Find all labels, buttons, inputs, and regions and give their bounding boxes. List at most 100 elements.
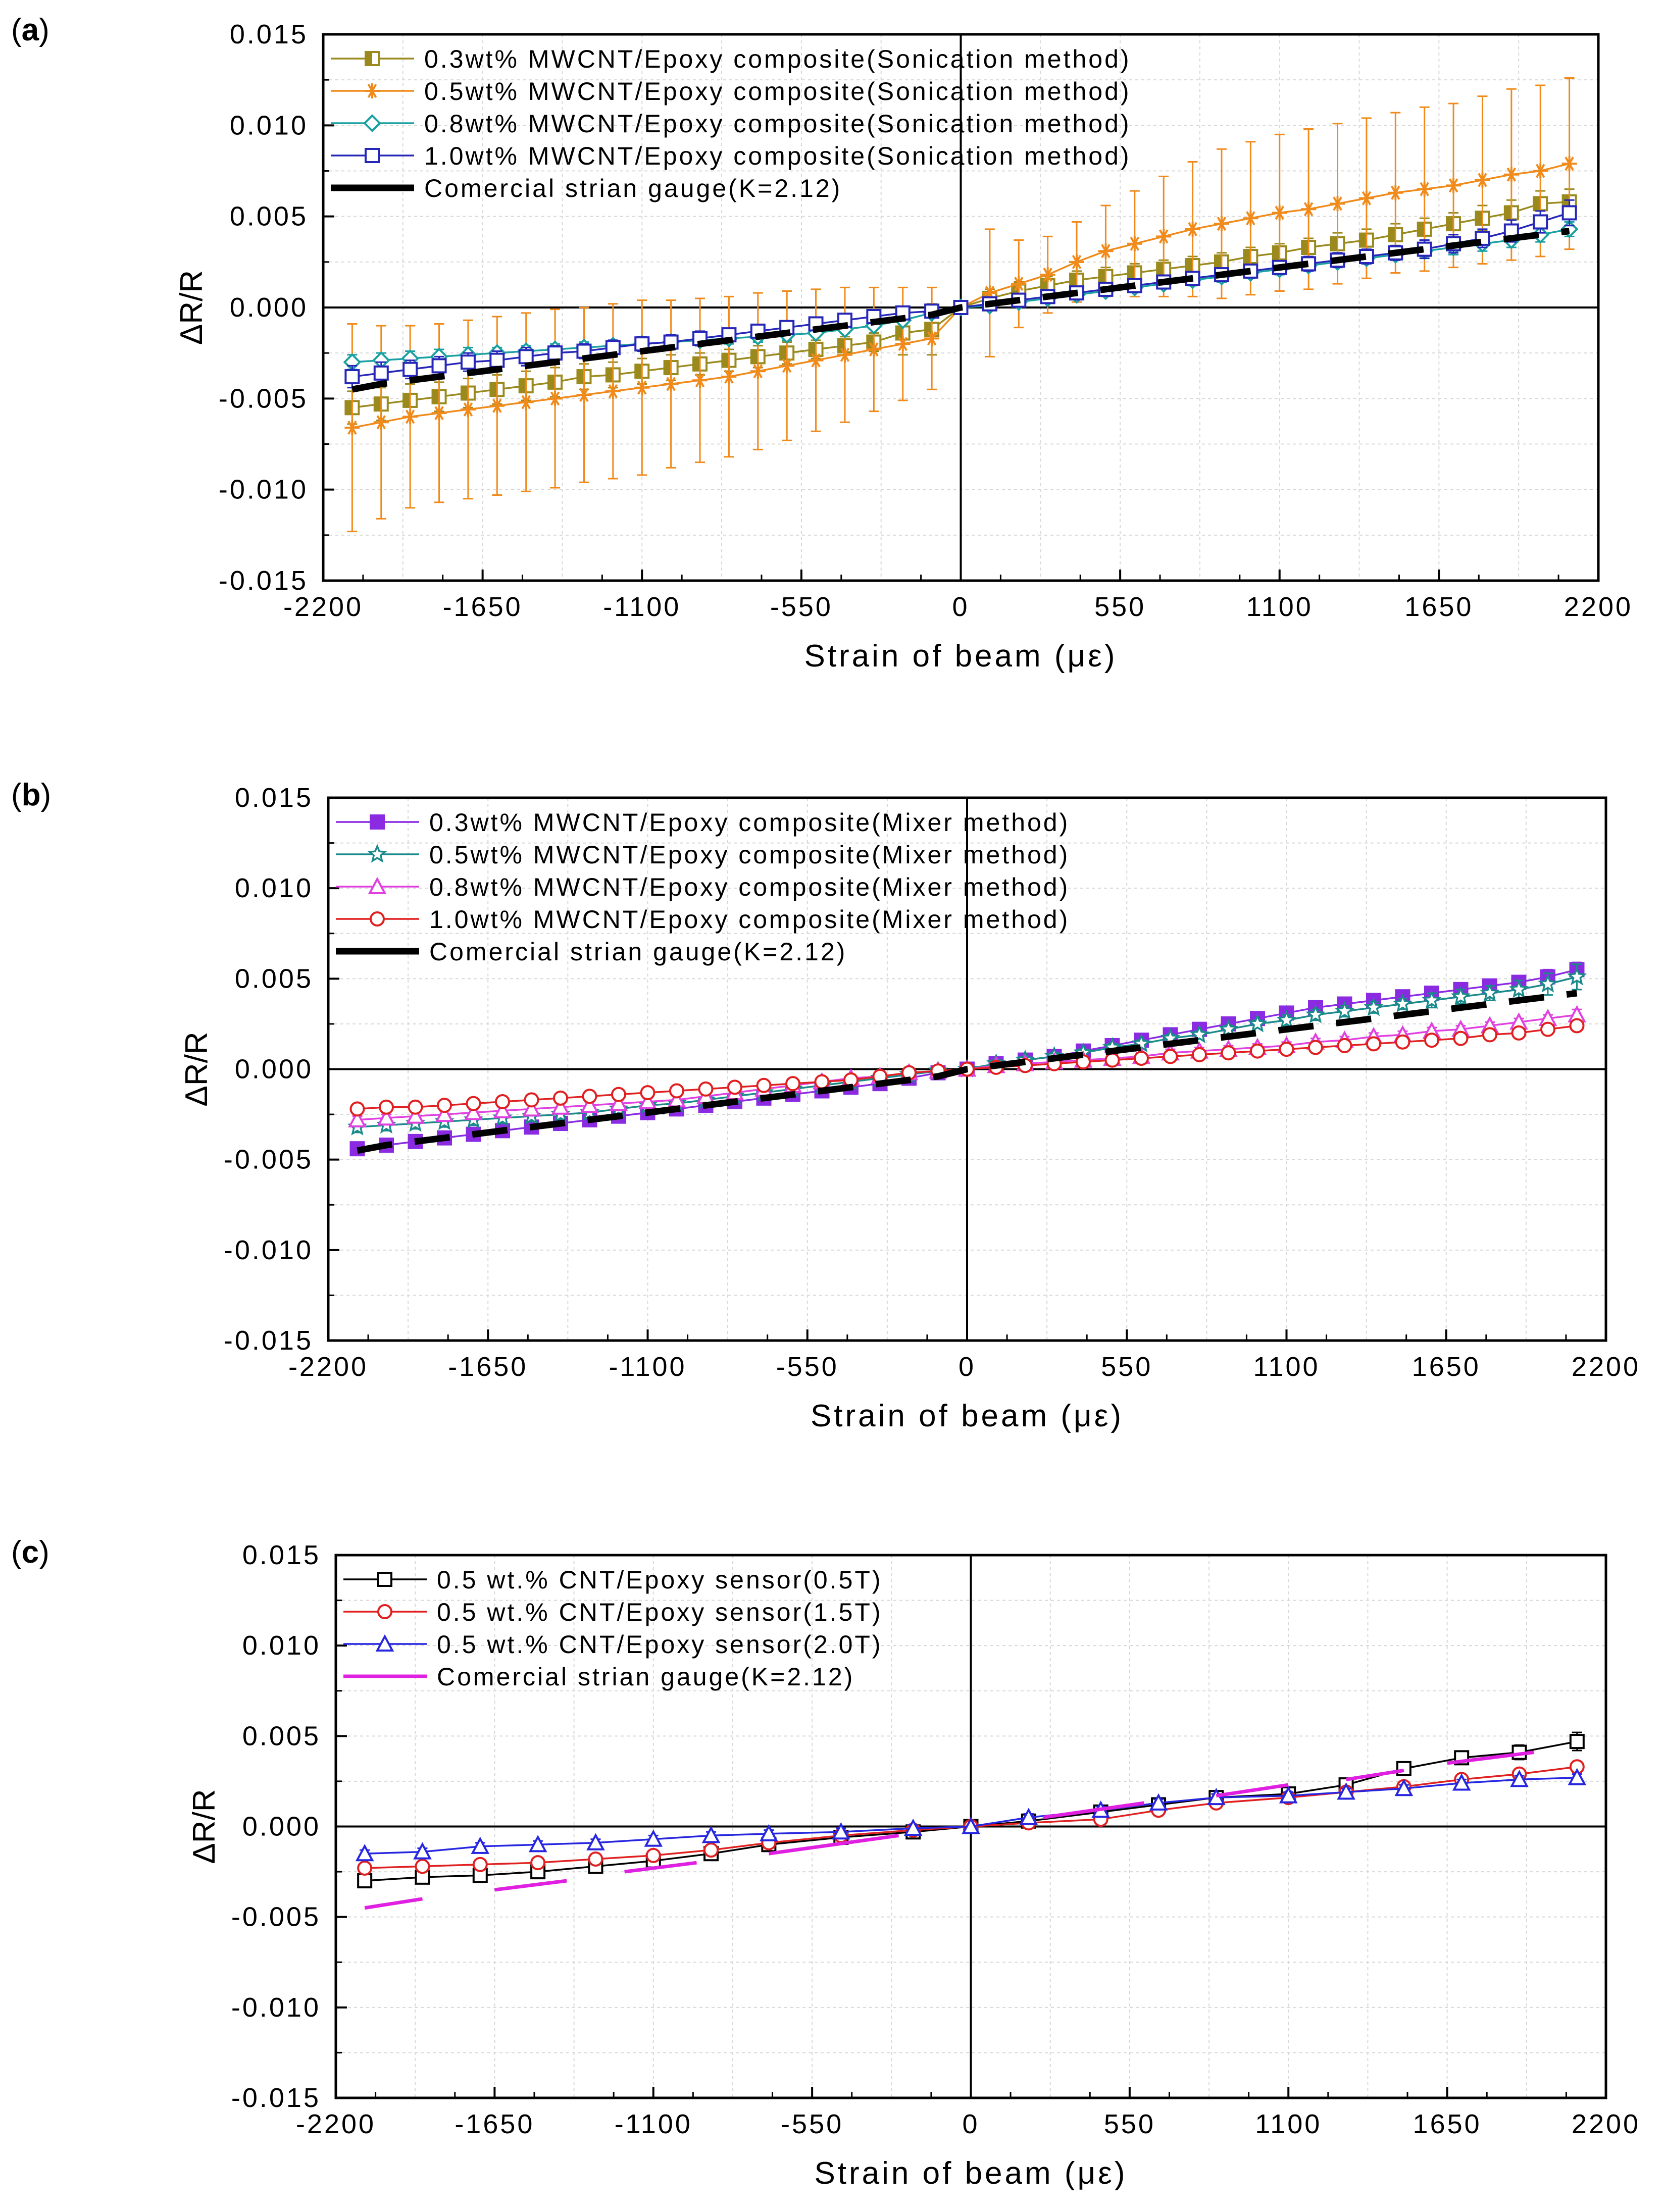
data-point — [460, 401, 476, 417]
y-tick-label: -0.005 — [231, 1902, 321, 1932]
data-point — [530, 1855, 546, 1871]
data-point — [493, 1101, 512, 1118]
legend-marker — [363, 114, 381, 132]
data-point — [663, 376, 679, 392]
data-point — [349, 1101, 365, 1117]
x-tick-label: -550 — [770, 592, 833, 622]
data-point — [355, 1844, 374, 1862]
x-tick-label: 2200 — [1564, 592, 1633, 622]
legend-item: 0.3wt% MWCNT/Epoxy composite(Sonication … — [331, 45, 1131, 73]
data-point — [377, 1108, 396, 1126]
x-tick-label: 1650 — [1404, 592, 1473, 622]
data-point — [471, 1836, 490, 1854]
data-point — [466, 1096, 481, 1111]
legend-item: Comercial strian gauge(K=2.12) — [343, 1663, 852, 1691]
legend: 0.5 wt.% CNT/Epoxy sensor(0.5T) 0.5 wt.% … — [343, 1566, 881, 1691]
x-tick-label: 0 — [959, 1352, 976, 1382]
data-point — [1475, 211, 1490, 226]
data-point — [379, 1099, 394, 1115]
legend-label: 0.3wt% MWCNT/Epoxy composite(Sonication … — [424, 45, 1131, 73]
gauge-segment — [1447, 1751, 1534, 1765]
data-point — [727, 1079, 742, 1095]
data-point — [1568, 1768, 1587, 1785]
data-point — [1366, 1036, 1381, 1052]
data-point — [522, 1099, 541, 1117]
series-3 — [355, 1768, 1587, 1862]
x-tick-label: 1650 — [1412, 1352, 1481, 1382]
legend-item: 0.8wt% MWCNT/Epoxy composite(Sonication … — [331, 110, 1129, 138]
y-tick-label: 0.005 — [230, 201, 308, 232]
y-tick-label: 0.005 — [235, 963, 313, 994]
y-tick-label: 0.000 — [242, 1812, 321, 1842]
x-tick-label: 1100 — [1255, 2109, 1322, 2139]
data-point — [1508, 979, 1529, 998]
data-point — [1308, 1040, 1323, 1055]
panel-label: (a) — [11, 13, 49, 47]
data-point — [640, 1085, 655, 1101]
legend: 0.3wt% MWCNT/Epoxy composite(Mixer metho… — [336, 808, 1070, 966]
data-point — [431, 405, 447, 421]
data-point — [1330, 196, 1345, 212]
x-tick-label: 2200 — [1572, 1352, 1640, 1382]
legend-marker — [370, 911, 385, 927]
y-tick-label: 0.000 — [235, 1054, 313, 1085]
data-point — [1192, 1047, 1207, 1062]
data-point — [518, 394, 534, 410]
legend-label: 0.3wt% MWCNT/Epoxy composite(Mixer metho… — [429, 808, 1070, 837]
data-point — [1392, 993, 1413, 1013]
series-line — [351, 228, 1570, 393]
legend-label: Comercial strian gauge(K=2.12) — [429, 938, 847, 966]
data-point — [357, 1873, 373, 1888]
x-tick-label: -2200 — [288, 1352, 368, 1382]
data-point — [580, 1095, 599, 1113]
data-point — [1218, 1019, 1239, 1038]
legend-label: Comercial strian gauge(K=2.12) — [424, 174, 842, 202]
y-tick-label: 0.010 — [230, 110, 308, 140]
data-point — [1417, 181, 1432, 197]
data-point — [1214, 216, 1229, 232]
data-point — [1337, 1038, 1352, 1053]
legend-item: 0.5 wt.% CNT/Epoxy sensor(1.5T) — [343, 1598, 881, 1626]
data-point — [609, 1094, 628, 1111]
legend-marker — [367, 844, 387, 863]
legend-item: Comercial strian gauge(K=2.12) — [336, 938, 847, 966]
panel-label: (c) — [11, 1535, 49, 1570]
data-point — [1396, 1761, 1411, 1776]
series-5 — [357, 990, 1578, 1154]
data-point — [1452, 1773, 1471, 1791]
data-point — [1482, 1027, 1497, 1043]
data-point — [406, 1106, 425, 1124]
data-point — [1533, 163, 1548, 179]
y-tick-label: 0.015 — [235, 783, 313, 813]
x-axis-label: Strain of beam (με) — [804, 639, 1117, 674]
data-point — [576, 387, 592, 403]
data-point — [547, 345, 563, 361]
data-point — [760, 1824, 778, 1841]
data-point — [1450, 986, 1471, 1005]
data-point — [1569, 1018, 1585, 1034]
legend: 0.3wt% MWCNT/Epoxy composite(Sonication … — [331, 45, 1131, 202]
series-5 — [351, 228, 1570, 393]
x-axis-label: Strain of beam (με) — [814, 2156, 1127, 2191]
x-tick-label: 550 — [1094, 592, 1146, 622]
data-point — [756, 1077, 772, 1093]
data-point — [831, 1822, 850, 1840]
legend-item: 1.0wt% MWCNT/Epoxy composite(Sonication … — [331, 142, 1129, 170]
y-tick-label: -0.005 — [219, 383, 308, 414]
data-point — [344, 369, 360, 385]
x-tick-label: 0 — [962, 2109, 979, 2139]
data-point — [1185, 221, 1200, 237]
x-tick-label: 1100 — [1253, 1352, 1320, 1382]
legend-label: 0.5wt% MWCNT/Epoxy composite(Sonication … — [424, 77, 1131, 106]
y-tick-label: -0.015 — [224, 1325, 313, 1356]
data-point — [1221, 1045, 1236, 1061]
data-point — [528, 1835, 547, 1853]
gauge-segment — [768, 1833, 899, 1856]
data-point — [1247, 1013, 1268, 1033]
data-point — [611, 1087, 626, 1102]
data-point — [435, 1104, 454, 1122]
legend-marker — [377, 1572, 392, 1587]
data-point — [866, 341, 882, 357]
data-point — [582, 1089, 597, 1104]
y-tick-label: -0.015 — [231, 2083, 321, 2113]
